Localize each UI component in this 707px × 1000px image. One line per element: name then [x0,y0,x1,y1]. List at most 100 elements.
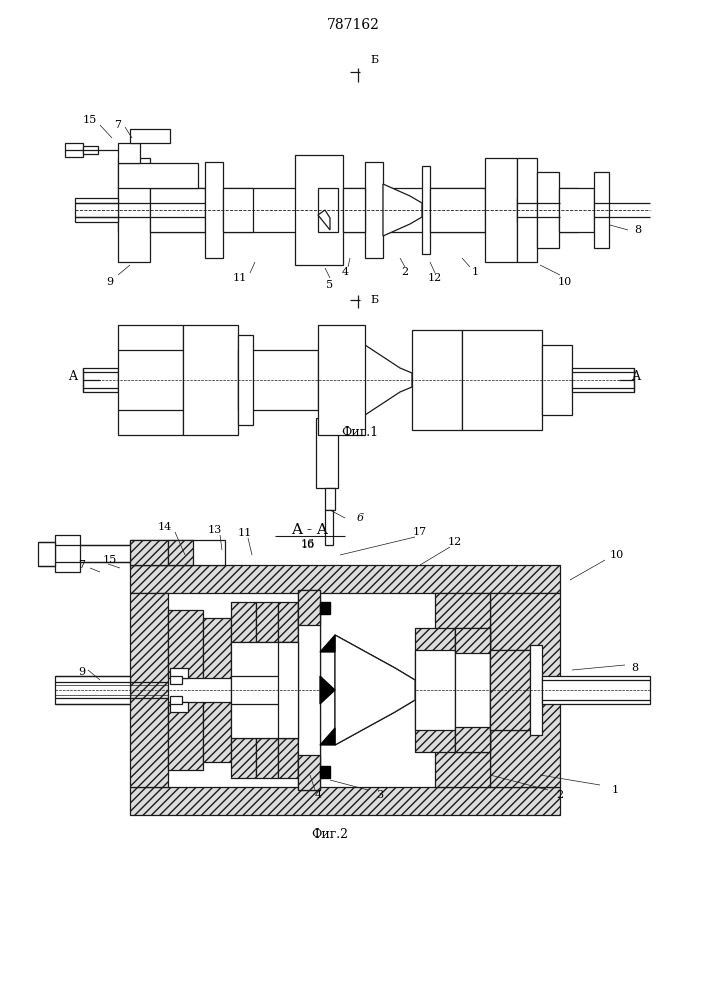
Polygon shape [320,635,335,652]
Bar [231,738,256,778]
Text: 2: 2 [402,267,409,277]
Bar [455,628,490,752]
Bar [490,593,560,787]
Bar [203,618,231,678]
Text: 12: 12 [428,273,442,283]
Polygon shape [335,635,415,745]
Bar [316,418,338,488]
Bar [320,602,330,614]
Text: 16: 16 [301,539,315,549]
Bar [537,172,559,248]
Bar [594,172,609,248]
Text: Б: Б [370,55,378,65]
Text: A: A [69,369,78,382]
Text: 15: 15 [103,555,117,565]
Bar [542,676,650,704]
Bar [318,325,365,435]
Bar [435,593,490,787]
Bar [462,330,542,430]
Bar [572,368,634,392]
Bar [320,380,334,418]
Text: 13: 13 [208,525,222,535]
Bar [231,642,298,738]
Text: 7: 7 [78,560,86,570]
Bar [422,166,430,254]
Bar [130,540,225,565]
Text: 16: 16 [301,540,315,550]
Bar [130,565,560,593]
Bar [83,146,98,154]
Text: 1: 1 [612,785,619,795]
Polygon shape [383,184,422,236]
Text: A - A: A - A [291,523,329,537]
Text: 8: 8 [634,225,641,235]
Polygon shape [320,676,335,704]
Bar [320,766,330,778]
Text: 8: 8 [631,663,638,673]
Bar [415,628,455,680]
Bar [55,545,130,562]
Bar [65,143,83,157]
Bar [517,158,537,262]
Polygon shape [318,210,330,230]
Bar [118,143,140,163]
Bar [455,727,490,752]
Bar [256,602,278,642]
Bar [55,676,130,704]
Bar [231,602,256,642]
Text: 5: 5 [327,280,334,290]
Bar [130,787,560,815]
Bar [430,188,485,232]
Bar [298,755,320,790]
Bar [168,540,193,565]
Bar [415,650,455,730]
Text: 15: 15 [83,115,97,125]
Bar [150,188,205,232]
Text: 6: 6 [356,513,363,523]
Bar [168,702,203,770]
Bar [278,642,298,738]
Bar [223,188,253,232]
Bar [55,535,80,572]
Bar [490,650,530,730]
Bar [203,702,231,762]
Bar [295,155,343,265]
Bar [542,345,572,415]
Bar [490,650,530,730]
Bar [298,590,320,625]
Text: 11: 11 [238,528,252,538]
Text: 1: 1 [472,267,479,277]
Text: 9: 9 [78,667,86,677]
Bar [130,129,170,143]
Bar [298,590,320,790]
Polygon shape [335,635,415,745]
Bar [238,350,318,410]
Bar [130,593,168,787]
Bar [325,488,335,510]
Bar [238,335,253,425]
Bar [170,676,182,684]
Bar [530,645,542,735]
Bar [278,738,298,778]
Bar [118,325,183,435]
Bar [325,510,333,545]
Bar [455,628,490,653]
Bar [559,188,594,232]
Text: A: A [631,369,641,382]
Bar [75,198,118,222]
Text: Фиг.1: Фиг.1 [341,426,378,438]
Bar [205,162,223,258]
Bar [118,163,198,188]
Bar [118,188,578,232]
Bar [343,188,365,232]
Text: Б: Б [370,295,378,305]
Text: Фиг.2: Фиг.2 [312,828,349,842]
Text: 3: 3 [376,790,384,800]
Polygon shape [320,728,335,745]
Text: 10: 10 [558,277,572,287]
Bar [278,602,298,642]
Text: 17: 17 [413,527,427,537]
Polygon shape [365,345,412,415]
Bar [38,542,55,566]
Bar [168,610,203,678]
